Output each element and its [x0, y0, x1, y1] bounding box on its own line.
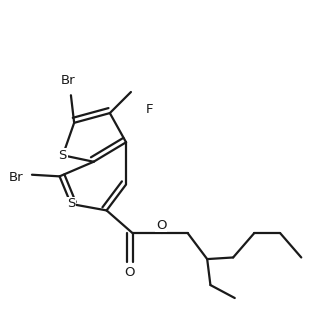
Text: O: O	[124, 266, 135, 279]
Text: O: O	[156, 218, 166, 232]
Text: Br: Br	[9, 171, 23, 184]
Text: S: S	[59, 149, 67, 162]
Text: F: F	[146, 103, 153, 116]
Text: S: S	[67, 197, 75, 211]
Text: Br: Br	[60, 74, 75, 87]
